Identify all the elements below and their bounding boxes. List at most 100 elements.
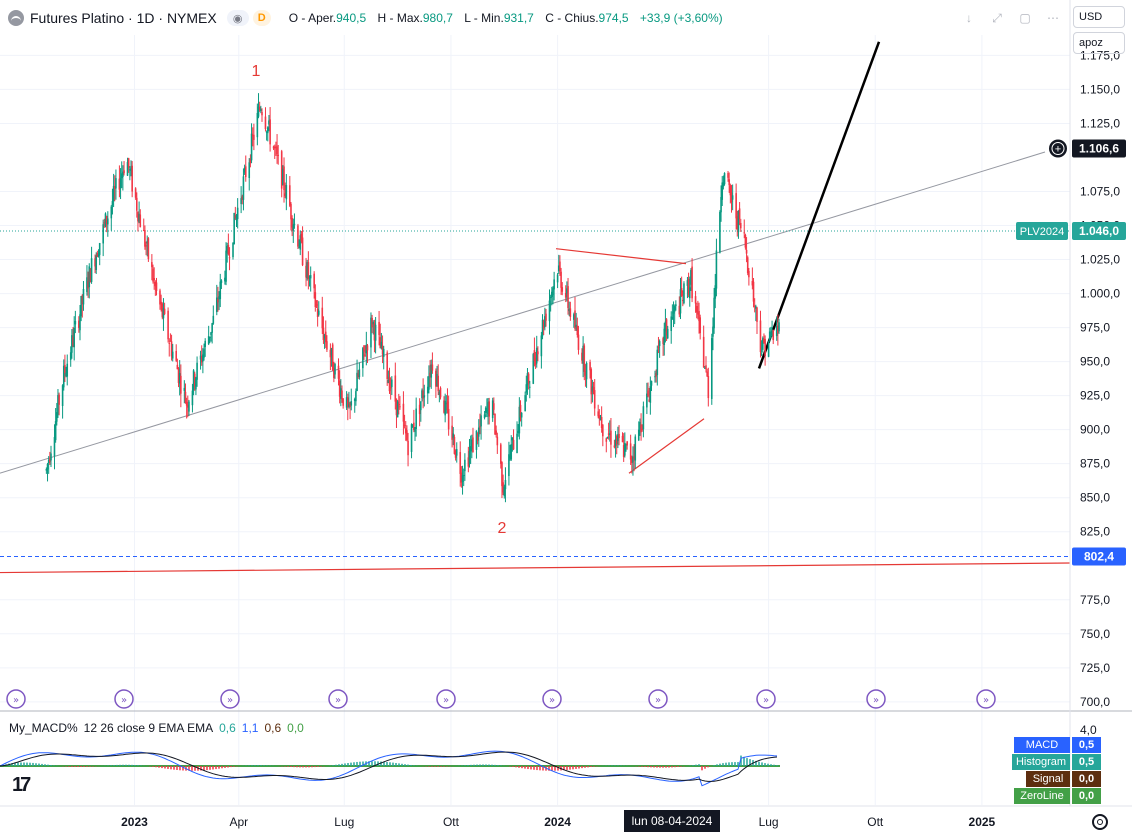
candle-body (722, 182, 725, 187)
interval-badge[interactable]: D (252, 10, 271, 26)
candle-body (542, 321, 545, 329)
candle-body (525, 384, 528, 393)
candle-body (272, 146, 275, 149)
candle-body (50, 453, 52, 461)
candle-body (533, 350, 536, 362)
candle-body (746, 257, 749, 274)
candle-body (268, 120, 270, 125)
candle-body (119, 178, 122, 189)
candle-body (170, 341, 173, 357)
candle-body (494, 413, 496, 435)
candle-body (364, 354, 366, 356)
candle-body (64, 364, 66, 374)
candle-body (373, 323, 376, 341)
candle-body (257, 106, 260, 117)
event-icon (976, 689, 996, 709)
more-icon[interactable]: ⋯ (1047, 11, 1059, 25)
candle-body (446, 401, 449, 411)
candle-body (422, 390, 424, 399)
candle-body (431, 364, 434, 371)
candle-body (455, 449, 458, 456)
candle-body (171, 351, 174, 359)
event-arrow: » (983, 695, 989, 706)
candle-body (545, 313, 547, 321)
candle-body (606, 437, 609, 439)
price-tick-label: 750,0 (1080, 627, 1110, 641)
candle-body (253, 134, 255, 140)
event-icon (6, 689, 26, 709)
scale-selector[interactable]: apoz (1073, 32, 1125, 54)
candle-body (658, 341, 661, 347)
candle-body (577, 334, 580, 350)
candle-body (370, 317, 372, 348)
candle-body (79, 314, 81, 331)
candle-body (453, 436, 456, 454)
candle-body (576, 325, 579, 336)
open-label: O (288, 11, 299, 25)
candle-body (426, 386, 429, 394)
candle-body (342, 398, 344, 406)
candle-body (56, 412, 58, 422)
candle-body (560, 271, 562, 288)
fullscreen-icon[interactable]: ⤢ (992, 10, 1002, 25)
candle-body (345, 397, 348, 408)
candle-body (566, 288, 568, 294)
candle-body (407, 440, 409, 456)
price-tick-label: 875,0 (1080, 457, 1110, 471)
candle-body (462, 474, 465, 476)
candle-body (215, 297, 218, 313)
candle-body (153, 278, 155, 281)
macd-legend[interactable]: My_MACD% 12 26 close 9 EMA EMA 0,6 1,1 0… (9, 721, 304, 735)
candle-body (430, 364, 433, 378)
candle-body (707, 376, 710, 399)
candle-body (602, 424, 604, 437)
macd-value-2: 1,1 (241, 721, 259, 735)
candle-body (293, 223, 296, 225)
candle-body (227, 244, 230, 255)
candle-body (640, 424, 642, 433)
candle-body (688, 287, 691, 299)
close-key: Chius. (564, 11, 599, 25)
candle-body (47, 459, 50, 464)
candle-body (691, 266, 693, 299)
projection-line (757, 41, 881, 369)
candle-body (282, 168, 284, 185)
candle-body (69, 352, 72, 361)
candle-body (574, 310, 576, 329)
settings-icon[interactable] (1092, 814, 1108, 830)
candle-body (138, 213, 140, 222)
currency-selector[interactable]: USD (1073, 6, 1125, 28)
candle-body (444, 400, 446, 416)
arrow-down-icon[interactable]: ↓ (966, 11, 972, 25)
candle-body (411, 425, 414, 428)
badge-macd-value: 0,5 (1072, 737, 1101, 753)
low-value: 931,7 (503, 11, 534, 25)
candle-body (260, 109, 262, 111)
candle-body (217, 299, 219, 303)
candle-body (391, 379, 393, 387)
candle-body (115, 178, 117, 189)
candle-body (209, 336, 211, 338)
candle-body (264, 116, 267, 130)
candle-body (269, 119, 271, 145)
high-label: H (377, 11, 387, 25)
candle-body (399, 406, 401, 408)
candle-body (350, 401, 353, 406)
tradingview-logo[interactable]: 17 (12, 774, 31, 796)
candle-body (491, 400, 494, 419)
candle-body (468, 451, 471, 465)
candle-body (89, 269, 92, 283)
candle-body (103, 222, 106, 224)
price-tick-label: 1.150,0 (1080, 82, 1120, 96)
symbol-title[interactable]: Futures Platino · 1D · NYMEX (30, 10, 217, 26)
eye-icon[interactable]: ◉ (226, 10, 249, 26)
square-icon[interactable]: ▢ (1019, 11, 1031, 25)
candle-body (637, 429, 640, 441)
candle-body (778, 322, 780, 332)
candle-body (561, 287, 564, 292)
candle-body (763, 339, 765, 343)
time-tick-label: 2024 (544, 815, 571, 829)
candle-body (241, 196, 244, 200)
candle-body (715, 250, 718, 289)
